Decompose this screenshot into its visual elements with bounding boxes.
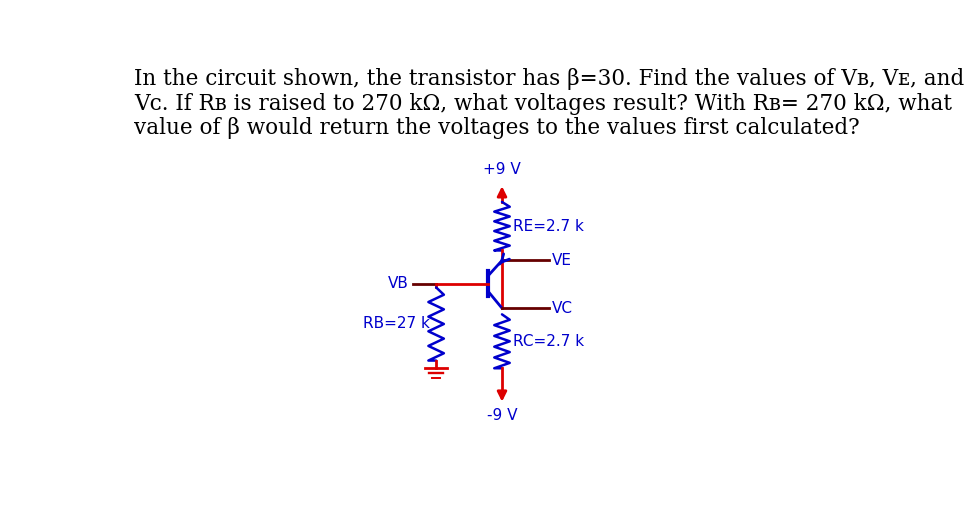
Text: VB: VB <box>388 276 408 291</box>
Text: RC=2.7 k: RC=2.7 k <box>512 334 583 349</box>
Text: RB=27 k: RB=27 k <box>362 317 430 332</box>
Text: +9 V: +9 V <box>483 162 521 177</box>
Text: In the circuit shown, the transistor has β=30. Find the values of Vʙ, Vᴇ, and: In the circuit shown, the transistor has… <box>134 68 963 90</box>
Text: RE=2.7 k: RE=2.7 k <box>512 219 583 234</box>
Text: value of β would return the voltages to the values first calculated?: value of β would return the voltages to … <box>134 117 859 139</box>
Text: Vᴄ. If Rʙ is raised to 270 kΩ, what voltages result? With Rʙ= 270 kΩ, what: Vᴄ. If Rʙ is raised to 270 kΩ, what volt… <box>134 93 951 115</box>
Text: -9 V: -9 V <box>487 407 517 422</box>
Text: VC: VC <box>552 301 573 316</box>
Text: VE: VE <box>552 253 572 268</box>
